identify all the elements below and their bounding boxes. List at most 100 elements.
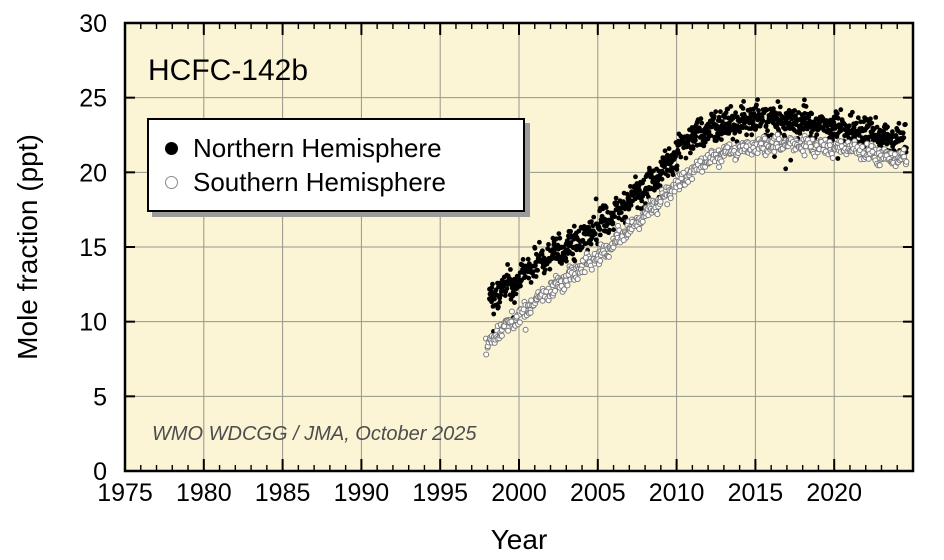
scatter-point-northern — [508, 267, 513, 272]
scatter-point-northern — [756, 108, 761, 113]
scatter-point-northern — [823, 123, 829, 129]
scatter-point-northern — [666, 146, 672, 152]
scatter-point-northern — [763, 124, 769, 129]
scatter-point-northern — [557, 235, 563, 241]
scatter-point-northern — [765, 128, 770, 134]
scatter-point-northern — [668, 160, 673, 166]
scatter-point-northern — [561, 251, 567, 257]
scatter-point-northern — [607, 227, 612, 233]
scatter-point-northern — [591, 214, 597, 220]
scatter-point-southern — [859, 143, 866, 150]
scatter-point-northern — [496, 304, 501, 310]
scatter-point-northern — [760, 118, 766, 123]
scatter-point-southern — [801, 152, 808, 159]
scatter-point-northern — [520, 257, 526, 262]
scatter-point-northern — [507, 279, 513, 284]
scatter-point-northern — [866, 134, 872, 140]
scatter-point-southern — [588, 266, 595, 273]
scatter-point-northern — [698, 128, 704, 134]
y-tick-label: 20 — [79, 159, 107, 187]
scatter-point-northern — [502, 293, 508, 298]
scatter-point-northern — [737, 129, 743, 135]
scatter-point-northern — [885, 124, 890, 130]
scatter-point-northern — [594, 237, 599, 243]
scatter-point-northern — [855, 115, 861, 121]
scatter-point-northern — [613, 195, 619, 201]
scatter-point-southern — [761, 135, 768, 142]
scatter-point-northern — [683, 155, 689, 161]
scatter-point-southern — [829, 155, 836, 161]
scatter-point-southern — [564, 282, 571, 289]
scatter-point-northern — [492, 296, 497, 302]
scatter-point-southern — [620, 237, 627, 244]
scatter-point-northern — [687, 135, 693, 141]
scatter-point-northern — [797, 131, 803, 136]
scatter-point-northern — [805, 126, 810, 132]
scatter-point-southern — [811, 153, 818, 160]
scatter-point-northern — [678, 154, 684, 160]
scatter-point-northern — [834, 111, 840, 116]
scatter-point-northern — [662, 148, 668, 154]
scatter-point-northern — [674, 163, 680, 169]
scatter-point-northern — [777, 104, 783, 110]
scatter-point-northern — [533, 274, 539, 279]
scatter-point-northern — [886, 132, 892, 138]
scatter-point-northern — [784, 116, 790, 121]
scatter-point-northern — [839, 126, 845, 132]
scatter-point-southern — [900, 146, 907, 153]
scatter-point-northern — [711, 116, 717, 121]
scatter-point-northern — [802, 97, 807, 103]
scatter-point-northern — [662, 162, 668, 168]
scatter-point-northern — [556, 231, 562, 237]
scatter-point-northern — [688, 150, 693, 156]
y-tick-label: 5 — [93, 383, 107, 411]
scatter-point-southern — [605, 253, 612, 260]
scatter-point-southern — [903, 158, 910, 165]
scatter-point-southern — [505, 327, 512, 334]
scatter-point-northern — [718, 109, 723, 115]
y-tick-label: 0 — [93, 458, 107, 486]
scatter-point-northern — [547, 266, 553, 272]
x-tick-label: 2000 — [491, 479, 547, 507]
scatter-point-northern — [518, 283, 523, 289]
scatter-point-northern — [755, 97, 760, 102]
scatter-point-northern — [779, 116, 785, 122]
scatter-point-northern — [730, 136, 736, 142]
scatter-point-northern — [546, 242, 551, 247]
scatter-point-southern — [868, 143, 875, 149]
scatter-point-northern — [741, 111, 747, 117]
scatter-point-northern — [525, 256, 531, 262]
x-tick-label: 2020 — [806, 479, 862, 507]
scatter-point-northern — [783, 166, 789, 172]
scatter-point-northern — [740, 125, 746, 131]
scatter-point-southern — [689, 176, 695, 182]
scatter-point-northern — [721, 125, 727, 131]
scatter-point-northern — [781, 125, 786, 130]
scatter-point-northern — [741, 99, 746, 104]
scatter-point-northern — [490, 281, 495, 287]
scatter-point-southern — [699, 168, 706, 175]
scatter-point-northern — [699, 120, 705, 126]
x-tick-label: 1975 — [97, 479, 153, 507]
scatter-point-northern — [850, 109, 855, 115]
scatter-point-northern — [539, 257, 545, 263]
scatter-point-northern — [749, 132, 755, 138]
scatter-point-northern — [698, 116, 704, 122]
scatter-point-northern — [733, 110, 738, 116]
scatter-point-northern — [501, 282, 506, 287]
scatter-point-northern — [535, 267, 540, 273]
scatter-point-northern — [564, 258, 569, 264]
scatter-point-northern — [583, 241, 589, 246]
scatter-point-northern — [896, 120, 902, 126]
scatter-point-northern — [620, 203, 626, 209]
scatter-point-northern — [532, 244, 537, 250]
scatter-point-southern — [657, 198, 664, 205]
scatter-point-northern — [819, 115, 825, 121]
scatter-point-northern — [788, 157, 794, 163]
scatter-point-northern — [545, 246, 551, 252]
scatter-point-northern — [806, 114, 812, 120]
scatter-point-northern — [572, 258, 578, 264]
scatter-point-northern — [512, 300, 517, 305]
scatter-point-northern — [874, 124, 880, 130]
